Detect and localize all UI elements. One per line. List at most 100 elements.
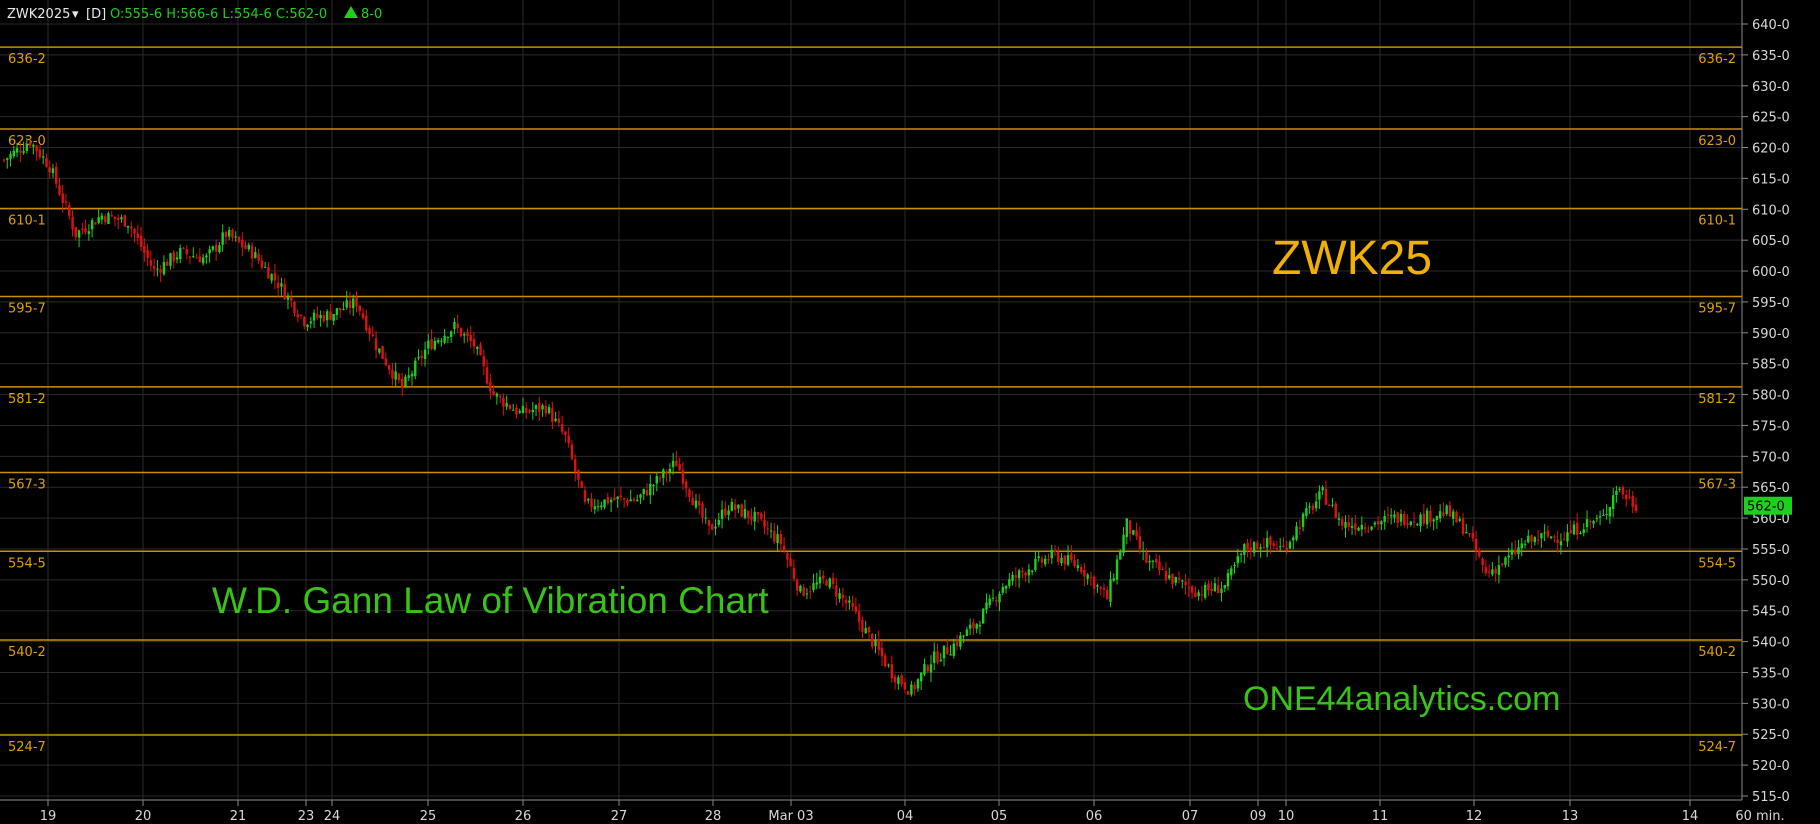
candle-body [1164,570,1168,580]
candle-body [1634,504,1638,512]
candle-body [619,495,623,498]
candle-body [489,381,492,392]
candle-body [835,585,838,597]
candle-body [378,348,381,353]
candle-body [544,406,548,414]
candle-body [195,257,198,259]
candle-body [567,435,570,444]
candle-body [1347,521,1350,527]
candle-body [466,332,469,337]
candle-body [495,393,499,397]
candle-body [1282,545,1285,547]
candle-body [1106,590,1109,600]
level-label-left: 581-2 [8,392,46,407]
candle-body [802,587,805,596]
candle-body [1360,524,1364,530]
time-axis[interactable]: 19 20 21 23 24 25 26 27 28 Mar 03 04 05 06 07 09 10 11 12… [40,800,1785,824]
x-tick-label: 09 [1250,809,1267,824]
candle-body [681,469,685,484]
candle-body [1145,552,1148,563]
candle-body [68,205,71,217]
candle-body [149,260,153,266]
candle-body [381,345,384,359]
level-label-right: 595-7 [1698,302,1736,317]
candle-body [1373,522,1377,525]
y-tick-label: 620-0 [1752,142,1790,157]
candle-body [1517,547,1520,555]
candle-body [809,591,812,593]
x-tick-label: 19 [40,809,57,824]
candle-body [201,257,205,264]
candle-body [387,365,391,371]
candle-body [1226,573,1230,587]
level-label-left: 595-7 [8,302,46,317]
candle-body [1171,573,1174,585]
candle-body [237,237,241,242]
candle-body [1602,514,1605,516]
candle-body [786,553,789,560]
candle-body [606,497,610,504]
price-axis[interactable]: 640-0 635-0 630-0 625-0 620-0 615-0 610-0 605-0… [1742,18,1790,805]
candle-body [479,344,482,356]
candle-body [1044,558,1047,565]
chevron-down-icon[interactable]: ▾ [72,7,79,22]
candle-body [848,600,851,603]
candle-body [1334,503,1337,518]
candle-body [296,314,299,318]
candle-body [1621,486,1625,495]
candle-body [423,349,427,360]
candle-body [1148,560,1151,563]
candle-body [1073,560,1076,567]
candle-body [851,602,854,607]
candle-body [746,510,750,518]
candle-body [1057,551,1060,562]
candle-body [113,216,117,219]
candle-body [1168,575,1171,579]
candle-body [877,639,880,650]
candle-body [531,409,534,413]
candle-body [541,405,544,410]
candle-body [1510,549,1514,555]
candle-body [469,334,472,342]
candle-body [1220,588,1223,593]
candle-body [1135,530,1138,537]
symbol-header[interactable]: ZWK2025 ▾ [D] O:555-6 H:566-6 L:554-6 C:… [7,6,382,22]
candle-body [51,168,55,174]
candle-body [590,498,593,508]
y-tick-label: 610-0 [1752,203,1790,218]
candle-body [1210,588,1213,592]
candle-body [629,499,632,502]
candle-body [949,654,952,656]
y-tick-label: 585-0 [1752,358,1790,373]
candle-body [714,526,717,529]
candle-body [117,217,120,220]
ohlc-readout: O:555-6 H:566-6 L:554-6 C:562-0 [110,7,327,22]
candle-body [730,501,734,511]
candle-body [1530,535,1533,542]
symbol-label[interactable]: ZWK2025 [7,7,70,22]
candle-body [733,504,737,510]
candle-body [1014,575,1018,578]
candle-body [374,338,378,351]
candle-body [1631,495,1634,507]
candle-body [384,358,388,366]
candle-body [1589,521,1592,523]
candle-body [871,633,874,647]
candle-body [773,530,776,542]
candle-body [1037,556,1040,559]
candle-body [472,339,476,347]
candle-body [476,346,479,350]
candle-body [975,624,978,629]
candle-body [1154,559,1158,563]
candle-body [309,321,313,324]
candle-body [371,334,375,337]
candle-body [815,582,818,585]
candle-body [1598,516,1602,518]
candle-body [355,297,358,307]
y-tick-label: 565-0 [1752,481,1790,496]
candle-body [94,222,97,225]
y-tick-label: 595-0 [1752,296,1790,311]
candle-body [769,530,773,532]
candle-body [1409,521,1412,526]
